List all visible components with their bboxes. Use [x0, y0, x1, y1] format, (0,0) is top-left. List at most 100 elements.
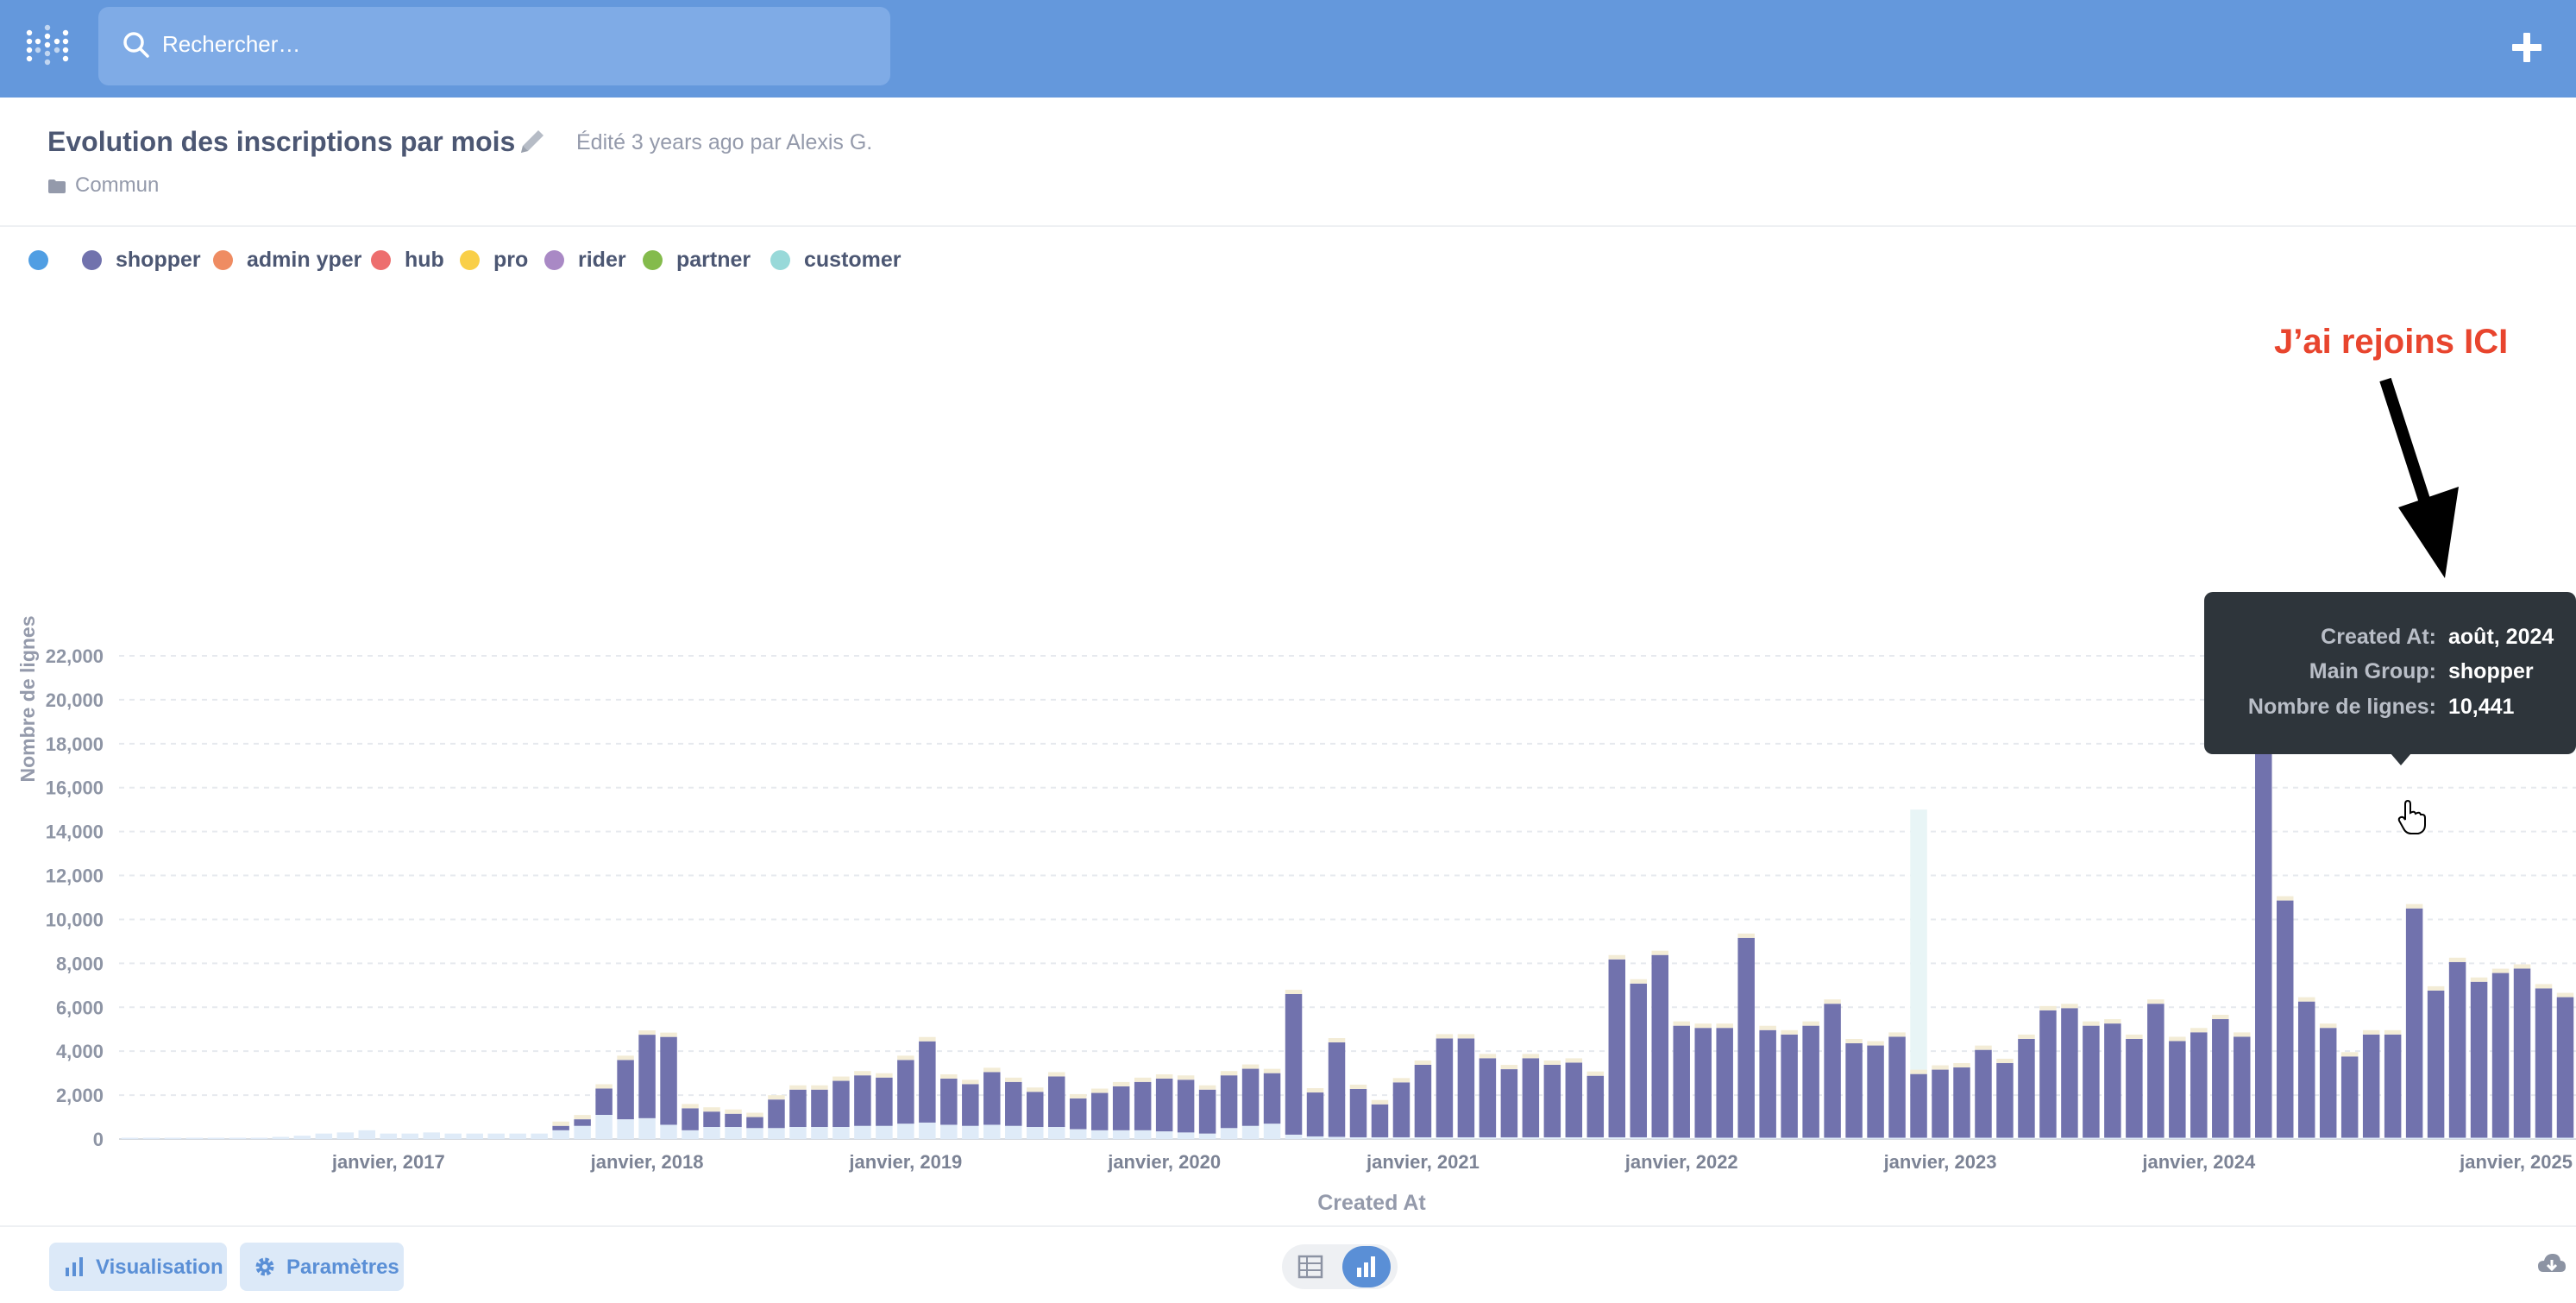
bar-segment-other — [272, 1136, 290, 1139]
bar-segment-shopper — [1975, 1049, 1992, 1138]
bar-segment-shopper — [1716, 1028, 1733, 1138]
bar-cap — [2147, 999, 2164, 1004]
x-tick-label: janvier, 2024 — [2141, 1151, 2256, 1173]
bar-segment-other — [1759, 1137, 1776, 1139]
chart-tooltip: Created At: août, 2024 Main Group: shopp… — [2204, 592, 2576, 765]
bar-cap — [811, 1085, 828, 1090]
edited-info[interactable]: Édité 3 years ago par Alexis G. — [576, 130, 873, 154]
bar-segment-other — [789, 1127, 807, 1139]
bar-segment-other — [423, 1132, 440, 1139]
legend-label: hub — [405, 248, 444, 272]
gear-icon — [255, 1257, 274, 1276]
bar-segment-other — [854, 1125, 871, 1139]
bar-segment-shopper — [919, 1041, 936, 1123]
bar-segment-other — [293, 1136, 311, 1139]
bar-cap — [682, 1104, 699, 1109]
bar-segment-other — [2340, 1137, 2359, 1139]
bar-segment-other — [185, 1137, 204, 1139]
legend-item-blank[interactable] — [28, 248, 62, 273]
bar-cap — [1349, 1084, 1367, 1089]
legend-dot — [460, 250, 480, 270]
table-view-icon[interactable] — [1297, 1255, 1323, 1279]
collection-breadcrumb[interactable]: Commun — [47, 173, 159, 198]
bar-segment-other — [531, 1133, 548, 1139]
bar-segment-other — [2190, 1137, 2208, 1139]
bar-segment-other — [1888, 1137, 1906, 1139]
legend-dot — [544, 250, 564, 270]
bar-segment-shopper — [2384, 1034, 2402, 1138]
bar-segment-shopper — [1500, 1069, 1518, 1137]
bar-cap — [1371, 1099, 1389, 1105]
x-tick-label: janvier, 2018 — [590, 1151, 704, 1173]
visualisation-button[interactable]: Visualisation — [49, 1243, 227, 1291]
search-icon — [123, 32, 149, 58]
bar-segment-shopper — [1608, 959, 1626, 1137]
bar-segment-shopper — [1910, 1073, 1927, 1138]
chart-view-icon — [1357, 1256, 1375, 1277]
bar-segment-shopper — [2319, 1028, 2337, 1138]
bar-segment-other — [1436, 1136, 1454, 1139]
bar-segment-other — [919, 1122, 936, 1139]
search-bar[interactable]: Rechercher… — [98, 7, 890, 85]
bar-segment-other — [1630, 1136, 1648, 1139]
bar-segment-other — [2448, 1137, 2466, 1139]
bar-segment-shopper — [1436, 1038, 1454, 1137]
bar-segment-shopper — [1005, 1081, 1022, 1126]
bar-segment-shopper — [552, 1125, 569, 1130]
bar-segment-shopper — [1586, 1075, 1605, 1137]
bar-segment-other — [2513, 1137, 2531, 1139]
bar-cap — [2190, 1028, 2208, 1033]
bar-segment-other — [746, 1128, 763, 1139]
bar-segment-other — [897, 1124, 914, 1139]
bar-segment-other — [1177, 1132, 1195, 1139]
x-tick-label: janvier, 2023 — [1883, 1151, 1997, 1173]
bar-segment-shopper — [2535, 988, 2553, 1138]
legend-item-pro[interactable]: pro — [460, 248, 528, 273]
download-cloud-icon[interactable] — [2536, 1251, 2567, 1277]
legend-item-shopper[interactable]: shopper — [82, 248, 201, 273]
bar-segment-other — [660, 1124, 677, 1139]
tooltip-key: Nombre de lignes: — [2247, 695, 2436, 719]
metabase-logo-icon[interactable] — [24, 22, 71, 69]
bar-segment-shopper — [832, 1080, 850, 1127]
bar-segment-shopper — [789, 1089, 807, 1127]
bar-segment-other — [487, 1133, 505, 1139]
legend-item-hub[interactable]: hub — [371, 248, 444, 273]
new-plus-icon[interactable] — [2505, 26, 2548, 69]
bar-segment-other — [2104, 1137, 2121, 1139]
y-tick-label: 16,000 — [46, 777, 104, 799]
bar-segment-shopper — [617, 1060, 634, 1120]
bar-segment-shopper — [638, 1035, 656, 1118]
legend-item-admin-yper[interactable]: admin yper — [213, 248, 361, 273]
bar-segment-other — [509, 1133, 526, 1139]
bar-segment-other — [1112, 1130, 1130, 1139]
bar-cap — [1285, 990, 1303, 994]
bar-segment-shopper — [1479, 1058, 1497, 1137]
display-toggle — [1282, 1244, 1398, 1289]
bar-segment-shopper — [1177, 1080, 1195, 1133]
bar-segment-other — [1027, 1127, 1044, 1139]
tooltip-row: Main Group: shopper — [2204, 659, 2576, 690]
bar-cap — [768, 1095, 785, 1100]
bar-segment-shopper — [703, 1111, 720, 1127]
bar-segment-shopper — [2212, 1019, 2229, 1138]
bar-cap — [1608, 954, 1626, 960]
bar-cap — [2039, 1005, 2057, 1010]
legend-item-rider[interactable]: rider — [544, 248, 626, 273]
legend-item-customer[interactable]: customer — [770, 248, 902, 273]
bar-segment-shopper — [1867, 1045, 1884, 1138]
bar-segment-shopper — [983, 1072, 1001, 1125]
bar-chart-icon — [66, 1257, 83, 1276]
bar-segment-shopper — [725, 1113, 742, 1127]
x-tick-label: janvier, 2025 — [2459, 1151, 2573, 1173]
question-title[interactable]: Evolution des inscriptions par mois — [47, 126, 516, 157]
bar-segment-shopper — [1306, 1092, 1324, 1136]
parametres-button[interactable]: Paramètres — [240, 1243, 404, 1291]
bar-segment-other — [2234, 1137, 2251, 1139]
chart-view-toggle[interactable] — [1342, 1246, 1391, 1287]
bar-segment-shopper — [1630, 983, 1648, 1137]
pencil-icon[interactable] — [516, 125, 549, 158]
bar-segment-other — [380, 1133, 398, 1139]
legend-item-partner[interactable]: partner — [643, 248, 751, 273]
bar-segment-other — [1543, 1136, 1561, 1139]
